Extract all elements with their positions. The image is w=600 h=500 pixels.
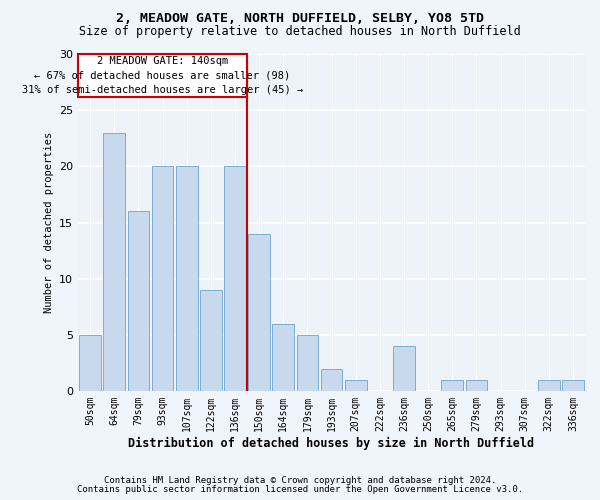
Text: 2, MEADOW GATE, NORTH DUFFIELD, SELBY, YO8 5TD: 2, MEADOW GATE, NORTH DUFFIELD, SELBY, Y… [116, 12, 484, 26]
Bar [393, 346, 415, 391]
Text: Contains HM Land Registry data © Crown copyright and database right 2024.: Contains HM Land Registry data © Crown c… [104, 476, 496, 485]
Bar [79, 335, 101, 391]
Bar [176, 166, 197, 391]
X-axis label: Distribution of detached houses by size in North Duffield: Distribution of detached houses by size … [128, 437, 535, 450]
Text: Size of property relative to detached houses in North Duffield: Size of property relative to detached ho… [79, 25, 521, 38]
Text: Contains public sector information licensed under the Open Government Licence v3: Contains public sector information licen… [77, 485, 523, 494]
FancyBboxPatch shape [78, 54, 247, 96]
Bar [103, 132, 125, 391]
Bar [538, 380, 560, 391]
Y-axis label: Number of detached properties: Number of detached properties [44, 132, 53, 313]
Bar [562, 380, 584, 391]
Bar [466, 380, 487, 391]
Bar [321, 369, 343, 391]
Bar [296, 335, 318, 391]
Bar [152, 166, 173, 391]
Bar [128, 212, 149, 391]
Bar [224, 166, 246, 391]
Bar [345, 380, 367, 391]
Text: 2 MEADOW GATE: 140sqm
← 67% of detached houses are smaller (98)
31% of semi-deta: 2 MEADOW GATE: 140sqm ← 67% of detached … [22, 56, 303, 95]
Bar [272, 324, 294, 391]
Bar [248, 234, 270, 391]
Bar [442, 380, 463, 391]
Bar [200, 290, 222, 391]
